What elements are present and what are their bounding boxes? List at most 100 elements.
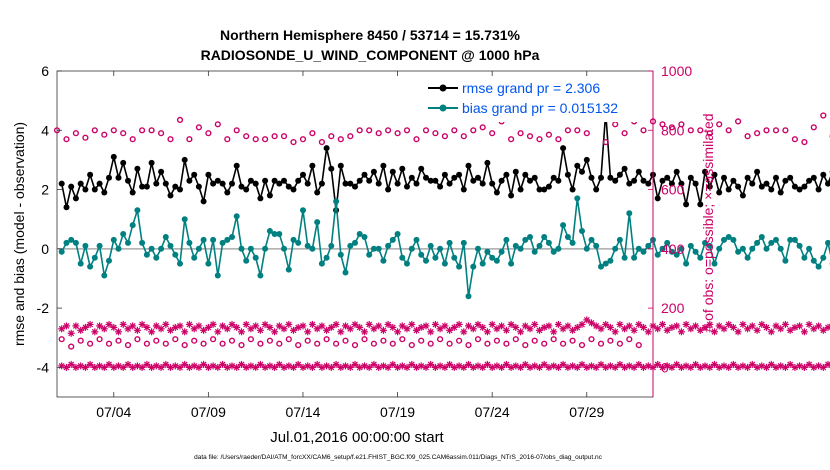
obs-possible-marker xyxy=(129,136,136,143)
data-point xyxy=(758,234,765,240)
axes: 07/04 07/09 07/14 07/19 07/24 07/29 -4 -2 0 2 4 6 0 2… xyxy=(37,63,693,420)
data-point xyxy=(602,260,609,267)
asterisk-stroke xyxy=(446,327,453,334)
data-point xyxy=(716,245,723,252)
obs-assimilated-marker xyxy=(592,363,600,371)
obs-assimilated-marker xyxy=(266,323,274,331)
asterisk-stroke xyxy=(106,321,112,328)
asterisk-stroke xyxy=(120,364,127,371)
y-tick-label-right: 600 xyxy=(661,182,685,198)
asterisk-stroke xyxy=(673,361,680,368)
obs-possible-marker xyxy=(626,336,633,343)
obs-assimilated-marker xyxy=(644,328,652,336)
obs-assimilated-marker xyxy=(233,363,241,371)
obs-possible-marker xyxy=(545,131,553,138)
data-point xyxy=(342,180,349,187)
obs-assimilated-marker xyxy=(536,363,543,371)
obs-assimilated-marker xyxy=(275,322,283,330)
asterisk-stroke xyxy=(569,327,576,334)
asterisk-stroke xyxy=(314,361,321,368)
data-point xyxy=(668,248,675,255)
data-point xyxy=(356,231,363,237)
obs-assimilated-marker xyxy=(346,363,354,371)
obs-assimilated-marker xyxy=(280,325,288,333)
data-point xyxy=(153,180,160,187)
data-point xyxy=(635,245,642,252)
data-point xyxy=(768,186,775,193)
data-point xyxy=(579,168,585,175)
obs-assimilated-marker xyxy=(313,360,321,368)
asterisk-stroke xyxy=(536,327,543,334)
obs-assimilated-marker xyxy=(351,320,359,328)
obs-possible-marker xyxy=(186,136,193,143)
data-point xyxy=(503,171,510,178)
data-point xyxy=(210,236,217,243)
obs-assimilated-marker xyxy=(796,362,804,370)
obs-assimilated-marker xyxy=(588,319,595,327)
asterisk-stroke xyxy=(465,322,472,329)
obs-possible-marker xyxy=(280,133,288,140)
asterisk-stroke xyxy=(493,362,500,369)
obs-possible-marker xyxy=(550,336,557,343)
obs-assimilated-marker xyxy=(143,360,151,368)
data-point xyxy=(366,251,373,258)
obs-assimilated-marker xyxy=(436,325,444,333)
obs-possible-marker xyxy=(176,116,184,124)
obs-assimilated-marker xyxy=(630,326,638,334)
obs-possible-marker xyxy=(508,136,515,143)
asterisk-stroke xyxy=(730,324,737,331)
obs-possible-marker xyxy=(389,340,396,347)
asterisk-stroke xyxy=(721,325,727,332)
asterisk-stroke xyxy=(238,328,245,335)
asterisk-stroke xyxy=(645,362,652,369)
asterisk-stroke xyxy=(598,325,604,332)
data-point xyxy=(583,156,590,163)
data-point xyxy=(290,186,297,193)
obs-assimilated-marker xyxy=(379,326,387,334)
data-point xyxy=(446,180,453,187)
obs-possible-marker xyxy=(456,337,463,344)
obs-assimilated-marker xyxy=(545,363,553,371)
obs-possible-marker xyxy=(195,124,203,131)
asterisk-stroke xyxy=(87,321,94,328)
asterisk-stroke xyxy=(427,361,434,368)
data-point xyxy=(404,183,410,190)
data-point xyxy=(238,245,245,252)
asterisk-stroke xyxy=(200,361,207,368)
asterisk-stroke xyxy=(186,321,193,328)
obs-assimilated-marker xyxy=(63,322,70,330)
obs-possible-marker xyxy=(200,340,207,347)
data-point xyxy=(470,177,477,184)
asterisk-stroke xyxy=(309,364,316,371)
obs-assimilated-marker xyxy=(228,320,236,328)
obs-assimilated-marker xyxy=(536,326,543,334)
asterisk-stroke xyxy=(683,362,690,369)
data-point xyxy=(555,177,562,184)
obs-assimilated-marker xyxy=(204,323,212,331)
data-point xyxy=(342,269,349,276)
asterisk-stroke xyxy=(773,322,779,329)
obs-assimilated-marker xyxy=(365,363,373,371)
obs-assimilated-marker xyxy=(233,323,241,331)
data-point xyxy=(451,254,458,261)
asterisk-stroke xyxy=(399,362,406,369)
obs-assimilated-marker xyxy=(389,323,397,331)
asterisk-stroke xyxy=(68,361,75,368)
asterisk-stroke xyxy=(252,322,259,329)
data-point xyxy=(87,171,94,178)
obs-possible-marker xyxy=(536,136,543,143)
data-point xyxy=(612,245,619,252)
obs-assimilated-marker xyxy=(805,320,813,328)
obs-assimilated-marker xyxy=(375,322,383,330)
y-tick-label-left: 0 xyxy=(41,241,49,257)
asterisk-stroke xyxy=(210,321,217,328)
obs-possible-marker xyxy=(559,340,567,347)
asterisk-stroke xyxy=(560,361,567,368)
data-point xyxy=(91,254,98,261)
asterisk-stroke xyxy=(191,362,198,369)
data-point xyxy=(645,180,652,187)
data-point xyxy=(517,186,524,193)
obs-assimilated-marker xyxy=(474,320,482,328)
obs-assimilated-marker xyxy=(805,360,813,368)
data-point xyxy=(158,168,165,175)
